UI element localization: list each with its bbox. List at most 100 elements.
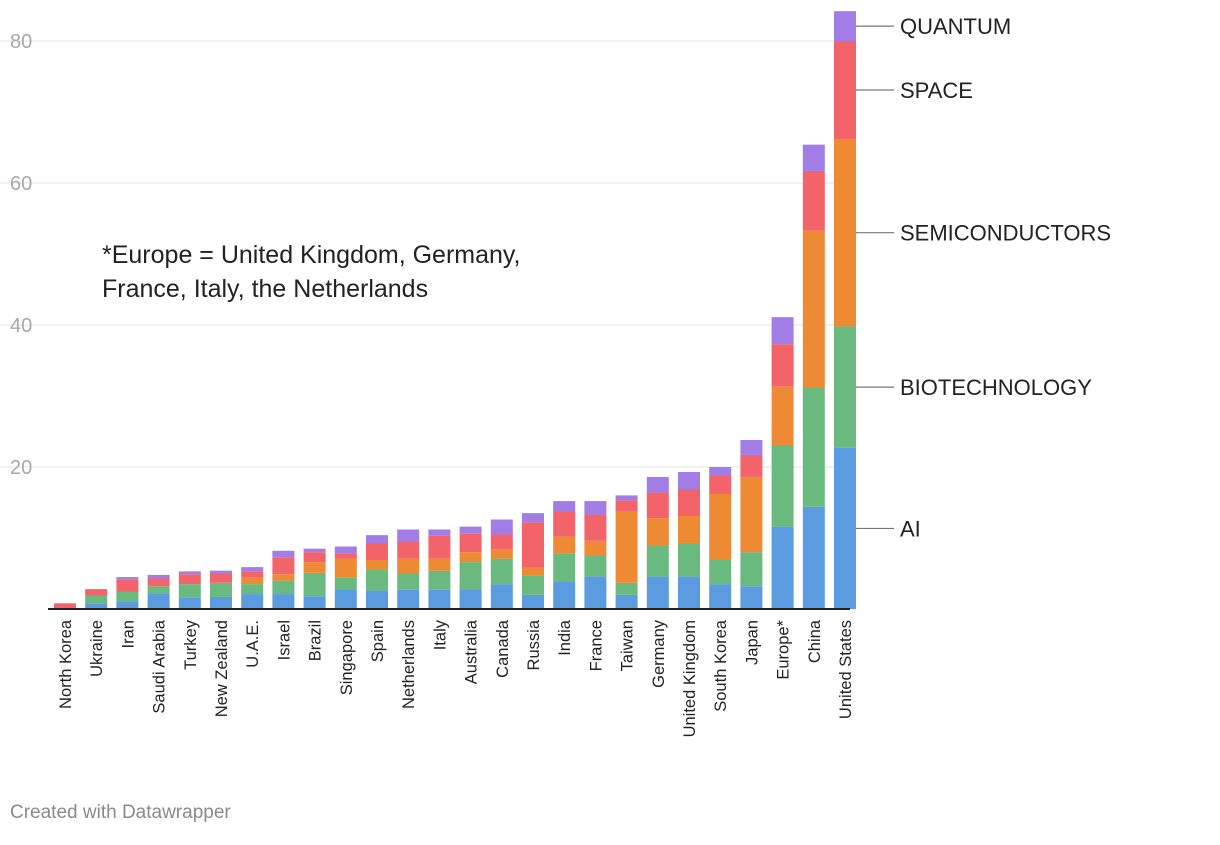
- bar-segment-saudi-arabia-quantum: [147, 574, 170, 579]
- annotation-line-1: *Europe = United Kingdom, Germany,: [102, 241, 521, 269]
- x-tick-label-russia: Russia: [525, 619, 543, 670]
- bar-segment-turkey-ai: [178, 597, 201, 609]
- bar-segment-japan-semiconductors: [740, 476, 763, 553]
- bar-segment-germany-quantum: [646, 476, 669, 493]
- bar-segment-singapore-ai: [334, 589, 357, 609]
- bar-segment-france-ai: [584, 576, 607, 609]
- bar-segment-singapore-biotechnology: [334, 577, 357, 590]
- bar-segment-japan-quantum: [740, 440, 763, 455]
- datawrapper-credit[interactable]: Created with Datawrapper: [10, 802, 231, 823]
- bar-segment-spain-biotechnology: [366, 569, 388, 591]
- legend-label-biotechnology: BIOTECHNOLOGY: [900, 375, 1092, 400]
- bar-segment-india-space: [553, 511, 576, 537]
- bar-segment-china-semiconductors: [802, 230, 825, 388]
- bar-segment-south-korea-semiconductors: [709, 493, 732, 561]
- legend-label-semiconductors: SEMICONDUCTORS: [900, 221, 1111, 246]
- x-tick-label-u-a-e: U.A.E.: [244, 620, 262, 668]
- y-tick-label-20: 20: [10, 457, 32, 479]
- bar-segment-united-states-quantum: [834, 11, 856, 41]
- bar-segment-netherlands-biotechnology: [397, 573, 420, 590]
- bar-segment-south-korea-ai: [709, 584, 732, 609]
- bar-segment-germany-space: [646, 492, 669, 519]
- bar-segment-iran-space: [116, 579, 139, 592]
- legend-label-ai: AI: [900, 516, 921, 541]
- x-tick-label-australia: Australia: [463, 619, 481, 684]
- x-tick-label-japan: Japan: [743, 620, 761, 665]
- bar-segment-israel-space: [272, 557, 295, 575]
- bar-segment-italy-quantum: [428, 529, 451, 536]
- bar-segment-turkey-biotechnology: [178, 584, 201, 598]
- annotation-line-2: France, Italy, the Netherlands: [102, 275, 428, 303]
- bar-segment-ukraine-space: [85, 589, 108, 596]
- bar-segment-australia-quantum: [459, 526, 482, 534]
- bar-segment-brazil-ai: [303, 596, 326, 609]
- x-tick-label-europe: Europe*: [775, 619, 793, 679]
- bar-segment-ukraine-biotechnology: [85, 595, 108, 604]
- bar-segment-brazil-quantum: [303, 548, 326, 553]
- bar-segment-italy-space: [428, 535, 451, 559]
- bar-segment-japan-space: [740, 454, 763, 477]
- bar-segment-turkey-space: [178, 574, 201, 585]
- x-tick-label-brazil: Brazil: [307, 620, 325, 661]
- bar-segment-russia-quantum: [522, 513, 544, 523]
- bar-segment-russia-biotechnology: [522, 575, 544, 595]
- bar-segment-china-biotechnology: [802, 387, 825, 507]
- bar-segment-spain-space: [366, 542, 388, 561]
- bar-segment-europe-biotechnology: [771, 444, 794, 527]
- bar-segment-india-ai: [553, 582, 576, 609]
- bar-segment-russia-ai: [522, 594, 544, 609]
- bar-segment-u-a-e-biotechnology: [241, 584, 264, 595]
- bar-segment-new-zealand-biotechnology: [210, 582, 232, 597]
- bar-segment-united-kingdom-semiconductors: [678, 515, 700, 543]
- bar-segment-united-kingdom-quantum: [678, 471, 700, 490]
- bar-segment-taiwan-semiconductors: [615, 511, 638, 583]
- bar-segment-u-a-e-semiconductors: [241, 577, 264, 585]
- bar-segment-united-kingdom-space: [678, 489, 700, 516]
- bar-segment-united-states-semiconductors: [834, 138, 856, 327]
- bar-segment-australia-space: [459, 533, 482, 553]
- bar-segment-taiwan-quantum: [615, 495, 638, 501]
- bar-segment-new-zealand-ai: [210, 596, 232, 609]
- bar-segment-spain-quantum: [366, 535, 388, 543]
- bar-segment-france-biotechnology: [584, 555, 607, 577]
- bar-segment-saudi-arabia-space: [147, 578, 170, 587]
- bar-segment-new-zealand-quantum: [210, 570, 232, 574]
- bar-segment-u-a-e-quantum: [241, 567, 264, 572]
- x-tick-label-india: India: [556, 619, 574, 656]
- bar-segment-australia-ai: [459, 589, 482, 609]
- bar-segment-united-states-biotechnology: [834, 326, 856, 448]
- bar-segment-china-ai: [802, 506, 825, 609]
- x-tick-label-israel: Israel: [275, 620, 293, 660]
- bar-segment-south-korea-space: [709, 475, 732, 494]
- bar-segment-spain-ai: [366, 590, 388, 609]
- bar-segment-south-korea-quantum: [709, 467, 732, 476]
- bar-segment-israel-semiconductors: [272, 574, 295, 581]
- bar-segment-germany-ai: [646, 576, 669, 609]
- bar-segment-netherlands-ai: [397, 589, 420, 609]
- bar-segment-france-semiconductors: [584, 540, 607, 556]
- bar-segment-turkey-quantum: [178, 571, 201, 575]
- bar-segment-iran-quantum: [116, 577, 139, 580]
- bar-segment-saudi-arabia-ai: [147, 593, 170, 609]
- bar-segment-united-states-ai: [834, 447, 856, 609]
- bar-segment-france-quantum: [584, 501, 607, 515]
- y-tick-label-60: 60: [10, 173, 32, 195]
- bar-segment-china-space: [802, 170, 825, 231]
- bar-segment-north-korea-space: [54, 603, 76, 609]
- x-tick-label-turkey: Turkey: [182, 619, 200, 670]
- legend-label-space: SPACE: [900, 78, 973, 103]
- bar-segment-u-a-e-ai: [241, 594, 264, 609]
- x-tick-label-germany: Germany: [650, 619, 668, 688]
- x-tick-label-iran: Iran: [119, 620, 137, 648]
- bar-segment-canada-space: [490, 534, 513, 550]
- x-tick-label-united-states: United States: [837, 620, 855, 719]
- bar-segment-australia-biotechnology: [459, 562, 482, 590]
- bar-segment-russia-semiconductors: [522, 567, 544, 576]
- bar-segment-europe-semiconductors: [771, 386, 794, 445]
- bar-segment-canada-semiconductors: [490, 549, 513, 559]
- bar-segment-new-zealand-space: [210, 573, 232, 583]
- bar-segment-israel-quantum: [272, 550, 295, 558]
- bar-segment-netherlands-quantum: [397, 529, 420, 542]
